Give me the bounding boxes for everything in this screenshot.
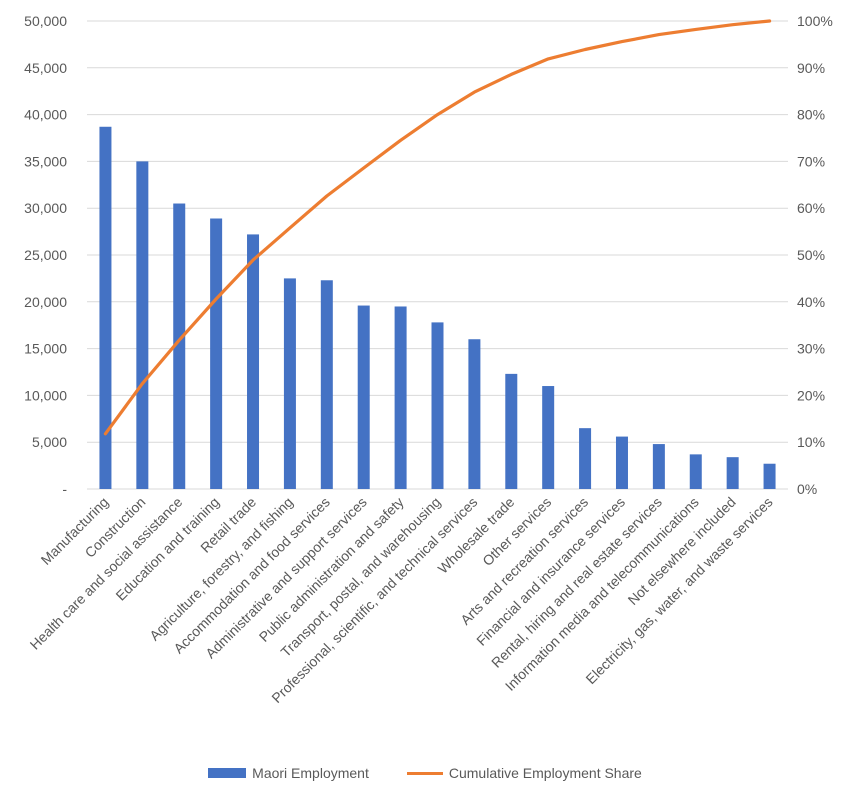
bar [320, 280, 333, 489]
bar [357, 305, 370, 489]
y-right-tick-label: 10% [797, 434, 825, 450]
bar [652, 444, 665, 489]
y-right-tick-label: 20% [797, 387, 825, 403]
y-right-tick-label: 70% [797, 153, 825, 169]
y-left-tick-label: 50,000 [24, 13, 67, 29]
y-right-tick-label: 80% [797, 107, 825, 123]
legend-label-cumulative: Cumulative Employment Share [448, 765, 642, 781]
y-right-tick-label: 90% [797, 60, 825, 76]
y-right-tick-label: 60% [797, 200, 825, 216]
y-left-tick-label: 40,000 [24, 107, 67, 123]
y-left-tick-label: - [62, 481, 67, 497]
bar [689, 454, 702, 489]
legend-item-cumulative: Cumulative Employment Share [406, 765, 642, 781]
y-left-tick-label: 10,000 [24, 387, 67, 403]
y-left-tick-label: 30,000 [24, 200, 67, 216]
y-right-tick-label: 100% [797, 13, 833, 29]
y-left-tick-label: 45,000 [24, 60, 67, 76]
bar [726, 457, 739, 489]
y-right-tick-label: 30% [797, 341, 825, 357]
legend-swatch-line [406, 771, 443, 775]
bar [615, 436, 628, 489]
bar [247, 234, 260, 489]
bar [505, 373, 518, 489]
y-left-tick-label: 20,000 [24, 294, 67, 310]
y-right-tick-label: 0% [797, 481, 817, 497]
bar [173, 203, 186, 489]
bar [542, 386, 555, 489]
bar [763, 463, 776, 489]
bar [394, 306, 407, 489]
cumulative-line [103, 19, 772, 436]
legend-label-employment: Maori Employment [252, 765, 369, 781]
y-left-tick-label: 15,000 [24, 341, 67, 357]
legend-swatch-bar [208, 768, 247, 778]
chart-legend: Maori Employment Cumulative Employment S… [0, 760, 850, 786]
bar [431, 322, 444, 489]
y-left-tick-label: 35,000 [24, 153, 67, 169]
bar [136, 161, 149, 489]
y-left-tick-label: 25,000 [24, 247, 67, 263]
y-right-tick-label: 50% [797, 247, 825, 263]
bar [210, 218, 223, 489]
bar [283, 278, 296, 489]
legend-item-employment: Maori Employment [208, 765, 369, 781]
bar [99, 126, 112, 489]
y-left-tick-label: 5,000 [32, 434, 67, 450]
bar [579, 428, 592, 489]
y-right-tick-label: 40% [797, 294, 825, 310]
bar [468, 339, 481, 489]
